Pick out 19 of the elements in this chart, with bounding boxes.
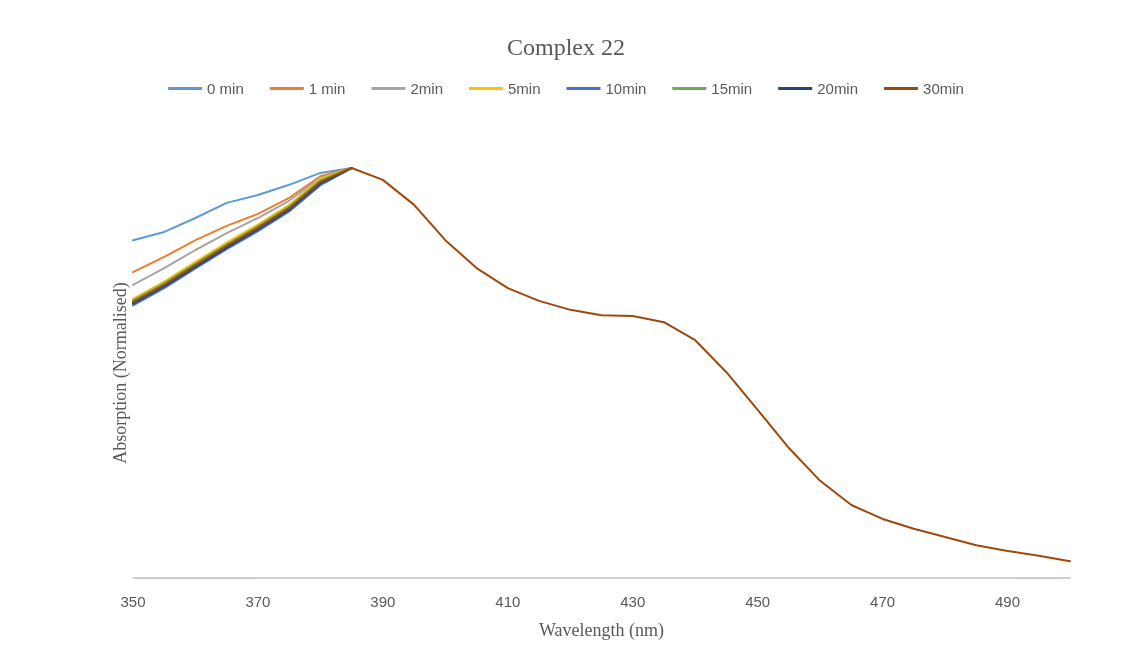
x-tick-label: 430 bbox=[620, 593, 646, 610]
x-tick-label: 450 bbox=[745, 593, 771, 610]
legend-label: 2min bbox=[410, 80, 443, 97]
legend-label: 5min bbox=[507, 80, 541, 97]
legend-label: 0 min bbox=[207, 80, 244, 97]
legend-label: 10min bbox=[605, 80, 647, 97]
x-tick-label: 410 bbox=[495, 593, 521, 610]
legend-label: 20min bbox=[817, 80, 859, 97]
legend-label: 15min bbox=[711, 80, 753, 97]
legend-label: 1 min bbox=[308, 80, 346, 97]
x-tick-label: 490 bbox=[995, 593, 1021, 610]
y-axis-title: Absorption (Normalised) bbox=[110, 282, 131, 464]
chart-title: Complex 22 bbox=[507, 34, 625, 60]
x-tick-label: 370 bbox=[245, 593, 271, 610]
x-tick-label: 350 bbox=[120, 593, 146, 610]
x-tick-label: 470 bbox=[870, 593, 896, 610]
legend-label: 30min bbox=[923, 80, 964, 97]
x-tick-label: 390 bbox=[370, 593, 396, 610]
x-axis-title: Wavelength (nm) bbox=[538, 620, 665, 641]
